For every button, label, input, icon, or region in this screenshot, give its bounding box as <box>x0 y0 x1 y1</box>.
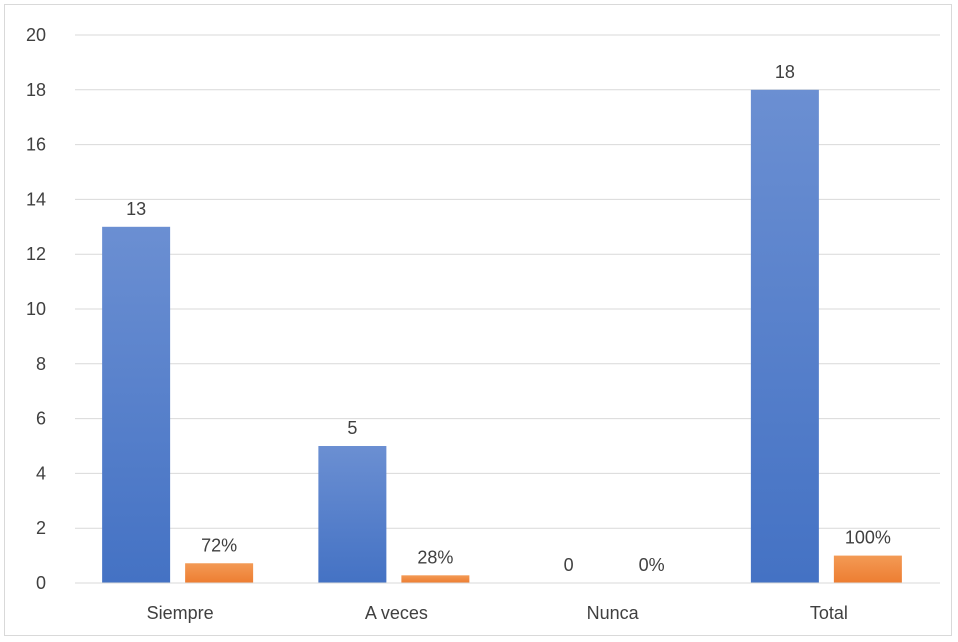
y-tick-label: 14 <box>26 189 46 209</box>
y-tick-label: 12 <box>26 244 46 264</box>
data-label: 0 <box>564 555 574 575</box>
y-tick-label: 6 <box>36 409 46 429</box>
data-label: 72% <box>201 535 237 555</box>
bar-series-2 <box>833 555 902 583</box>
x-category-label: Nunca <box>587 603 640 623</box>
data-label: 28% <box>417 547 453 567</box>
data-label: 0% <box>639 555 665 575</box>
x-category-label: Total <box>810 603 848 623</box>
bar-series-2 <box>401 575 470 583</box>
y-tick-label: 10 <box>26 299 46 319</box>
bar-series-1 <box>318 446 387 583</box>
x-category-label: A veces <box>365 603 428 623</box>
data-label: 13 <box>126 199 146 219</box>
data-label: 18 <box>775 62 795 82</box>
y-tick-label: 0 <box>36 573 46 593</box>
x-category-label: Siempre <box>147 603 214 623</box>
y-tick-label: 4 <box>36 463 46 483</box>
data-label: 5 <box>347 418 357 438</box>
y-tick-label: 2 <box>36 518 46 538</box>
bar-series-2 <box>185 563 254 583</box>
y-tick-label: 20 <box>26 25 46 45</box>
data-label: 100% <box>845 528 891 548</box>
y-tick-label: 16 <box>26 135 46 155</box>
y-tick-label: 18 <box>26 80 46 100</box>
bar-series-1 <box>750 89 819 584</box>
y-tick-label: 8 <box>36 354 46 374</box>
bar-series-1 <box>102 226 171 584</box>
